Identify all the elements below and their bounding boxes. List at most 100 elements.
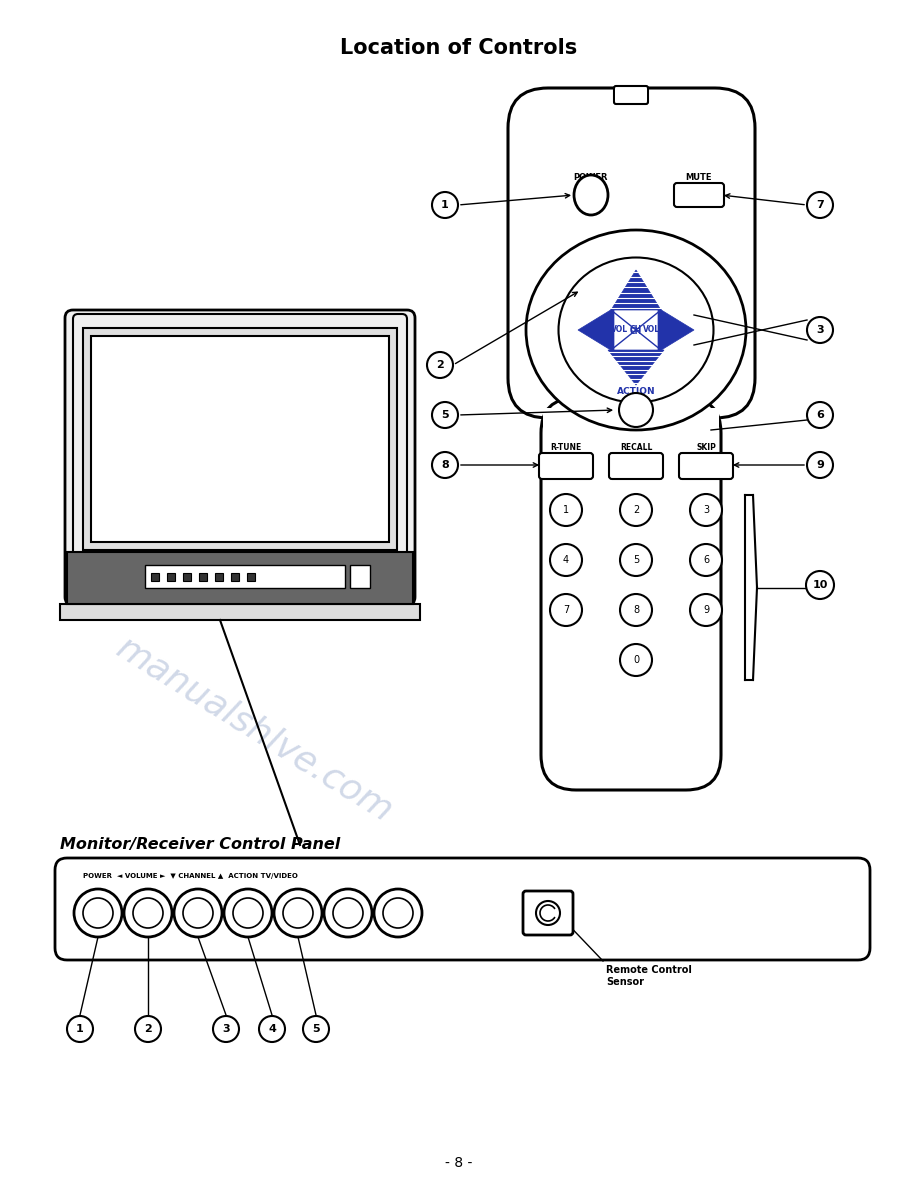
Text: CH: CH bbox=[630, 328, 642, 336]
Circle shape bbox=[807, 451, 833, 478]
Circle shape bbox=[690, 544, 722, 576]
Circle shape bbox=[620, 644, 652, 676]
Bar bbox=[231, 573, 239, 581]
Text: Remote Control
Sensor: Remote Control Sensor bbox=[606, 965, 692, 987]
Circle shape bbox=[133, 898, 163, 928]
Circle shape bbox=[550, 544, 582, 576]
Ellipse shape bbox=[574, 175, 608, 215]
Circle shape bbox=[303, 1016, 329, 1042]
Text: Location of Controls: Location of Controls bbox=[341, 38, 577, 58]
Bar bbox=[151, 573, 159, 581]
Bar bbox=[91, 336, 389, 542]
Text: 1: 1 bbox=[76, 1024, 84, 1034]
Circle shape bbox=[135, 1016, 161, 1042]
Text: 2: 2 bbox=[436, 360, 444, 369]
Circle shape bbox=[620, 594, 652, 626]
Circle shape bbox=[432, 192, 458, 219]
Text: 4: 4 bbox=[563, 555, 569, 565]
Bar bbox=[145, 565, 345, 588]
Text: CH: CH bbox=[630, 326, 642, 335]
FancyBboxPatch shape bbox=[65, 310, 415, 605]
Circle shape bbox=[620, 494, 652, 526]
Bar bbox=[543, 407, 719, 428]
Text: 6: 6 bbox=[816, 410, 824, 421]
Text: 9: 9 bbox=[703, 605, 709, 615]
Circle shape bbox=[324, 889, 372, 937]
Circle shape bbox=[83, 898, 113, 928]
Polygon shape bbox=[608, 350, 664, 385]
Text: MUTE: MUTE bbox=[686, 172, 712, 182]
Text: 2: 2 bbox=[633, 505, 639, 516]
Circle shape bbox=[432, 402, 458, 428]
Text: 4: 4 bbox=[268, 1024, 276, 1034]
Circle shape bbox=[383, 898, 413, 928]
Text: VOL: VOL bbox=[611, 326, 629, 335]
Circle shape bbox=[74, 889, 122, 937]
Ellipse shape bbox=[558, 258, 713, 403]
Text: 0: 0 bbox=[633, 655, 639, 665]
Text: ACTION: ACTION bbox=[617, 387, 655, 397]
Text: manualshlve.com: manualshlve.com bbox=[110, 631, 399, 829]
Circle shape bbox=[259, 1016, 285, 1042]
Circle shape bbox=[233, 898, 263, 928]
Text: Monitor/Receiver Control Panel: Monitor/Receiver Control Panel bbox=[60, 836, 341, 852]
Circle shape bbox=[690, 494, 722, 526]
Text: VOL: VOL bbox=[644, 326, 661, 335]
Circle shape bbox=[807, 402, 833, 428]
Text: 5: 5 bbox=[633, 555, 639, 565]
FancyBboxPatch shape bbox=[539, 453, 593, 479]
Text: 7: 7 bbox=[563, 605, 569, 615]
Circle shape bbox=[807, 317, 833, 343]
FancyBboxPatch shape bbox=[523, 891, 573, 935]
Text: 6: 6 bbox=[703, 555, 709, 565]
Text: 5: 5 bbox=[442, 410, 449, 421]
Circle shape bbox=[620, 544, 652, 576]
FancyBboxPatch shape bbox=[508, 88, 755, 418]
FancyBboxPatch shape bbox=[541, 398, 721, 790]
Text: 3: 3 bbox=[222, 1024, 230, 1034]
Bar bbox=[67, 552, 413, 604]
Circle shape bbox=[283, 898, 313, 928]
FancyBboxPatch shape bbox=[679, 453, 733, 479]
Circle shape bbox=[174, 889, 222, 937]
Text: SKIP: SKIP bbox=[696, 442, 716, 451]
Bar bbox=[60, 604, 420, 620]
Circle shape bbox=[550, 494, 582, 526]
Bar bbox=[615, 89, 647, 101]
Text: 2: 2 bbox=[144, 1024, 151, 1034]
Text: POWER: POWER bbox=[574, 172, 609, 182]
Circle shape bbox=[427, 352, 453, 378]
Polygon shape bbox=[578, 308, 614, 352]
Polygon shape bbox=[658, 308, 694, 352]
Circle shape bbox=[550, 594, 582, 626]
Text: R-TUNE: R-TUNE bbox=[551, 442, 582, 451]
Circle shape bbox=[807, 192, 833, 219]
Circle shape bbox=[213, 1016, 239, 1042]
FancyBboxPatch shape bbox=[55, 858, 870, 960]
Bar bbox=[199, 573, 207, 581]
Text: RECALL: RECALL bbox=[620, 442, 652, 451]
Circle shape bbox=[124, 889, 172, 937]
Text: - 8 -: - 8 - bbox=[445, 1156, 473, 1170]
Bar bbox=[215, 573, 223, 581]
FancyBboxPatch shape bbox=[73, 314, 407, 602]
Circle shape bbox=[619, 393, 653, 426]
Text: 10: 10 bbox=[812, 580, 828, 590]
Text: 7: 7 bbox=[816, 200, 823, 210]
Bar bbox=[183, 573, 191, 581]
Circle shape bbox=[374, 889, 422, 937]
Text: 5: 5 bbox=[312, 1024, 319, 1034]
Circle shape bbox=[806, 571, 834, 599]
Circle shape bbox=[333, 898, 363, 928]
FancyBboxPatch shape bbox=[609, 453, 663, 479]
Bar bbox=[247, 573, 255, 581]
Circle shape bbox=[224, 889, 272, 937]
Text: 8: 8 bbox=[633, 605, 639, 615]
Text: 1: 1 bbox=[442, 200, 449, 210]
Text: 3: 3 bbox=[703, 505, 709, 516]
Circle shape bbox=[690, 594, 722, 626]
Text: 3: 3 bbox=[816, 326, 823, 335]
Text: POWER  ◄ VOLUME ►  ▼ CHANNEL ▲  ACTION TV/VIDEO: POWER ◄ VOLUME ► ▼ CHANNEL ▲ ACTION TV/V… bbox=[83, 873, 297, 879]
Polygon shape bbox=[611, 270, 661, 310]
Text: 9: 9 bbox=[816, 460, 824, 470]
